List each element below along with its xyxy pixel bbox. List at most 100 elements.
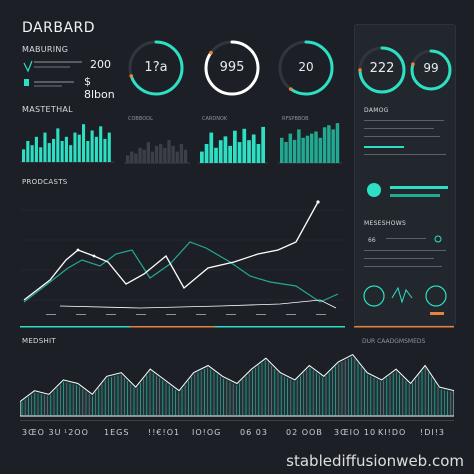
panel-c-chart [198,126,268,164]
bar [77,134,81,162]
bar [314,131,318,163]
gauge-tip [209,50,213,55]
gauge-tip [358,68,362,72]
area-series [20,353,454,417]
bar [64,136,68,162]
footer-value-7: 02 OOB [286,428,323,437]
bar [261,126,265,163]
panel-b-label: COBBOOL [128,116,153,122]
footer-value-2: ¹2OO [64,428,89,437]
bar [327,125,331,163]
gauge-5-value: 99 [423,61,439,75]
bar [159,144,163,163]
bar [200,151,204,163]
bar [318,137,323,163]
bar [183,149,188,163]
bar [86,141,90,162]
gauge-arc [278,40,334,96]
footer-value-8: 3ŒIO 10 [334,428,377,437]
gauge-tip [411,62,415,66]
bar [322,127,327,163]
bar [103,138,107,162]
status-dot [367,183,381,197]
bar [56,128,60,162]
bar [179,144,184,163]
bar [47,143,51,162]
bar [223,136,228,163]
bar [228,145,232,163]
bar [242,128,247,163]
section-label-mabring: MABURING [22,45,69,54]
panel-d-label: RFSPBBOB [282,116,309,122]
footer-value-6: 06 03 [240,428,268,437]
bar [297,129,301,163]
bar [256,144,261,163]
products-line-chart [20,200,346,315]
gauge-1-value: 1?a [144,60,168,75]
bar [233,130,237,163]
bar [146,142,150,163]
watermark: stablediffusionweb.com [286,452,464,470]
footer-value-1: 3ŒO 3U [22,428,62,437]
bar [310,133,314,163]
bar [26,141,30,162]
bar [52,138,56,162]
gauge-2: 995 [200,38,264,102]
bar [163,147,167,163]
bar [247,140,251,163]
bar [73,132,77,162]
gauge-1: 1?a [126,38,186,102]
bar [171,145,175,163]
bar [335,123,340,163]
bar [130,151,134,163]
meseshows-label: MESESHOWS [364,220,407,227]
footer-value-3: 1EGS [104,428,130,437]
right-panel-bars [364,120,448,197]
bar [134,153,138,163]
section-divider [20,326,454,328]
bar [22,149,26,162]
footer-value-5: IO!OG [192,428,222,437]
panel-c-label: CARDNOK [202,116,228,122]
bar [43,132,47,162]
panel-b-chart [124,140,190,164]
bar [107,132,111,162]
right-small-value: 66 [368,237,376,244]
bar [99,126,103,162]
bar [90,130,94,162]
bar [126,155,130,163]
bar [138,147,142,163]
kpi-icons [23,60,82,87]
bar [331,129,335,163]
bar [154,145,159,163]
bar [251,134,256,163]
bar [30,145,34,162]
gauge-4: 222 [356,44,408,100]
bar [167,140,171,163]
medshit-right-label: DUR CAADGMSMEDS [362,338,426,345]
footer-value-10: !DI!3 [420,428,446,437]
damog-label: DAMOG [364,107,389,114]
bar [280,137,284,163]
mastethal-bar-chart [20,124,114,163]
bar [237,142,242,163]
bar [34,136,38,162]
panel-d-chart [278,123,342,164]
gauge-5: 99 [408,44,454,100]
bar [69,145,73,162]
series-white-line [23,201,319,301]
bar [39,147,43,162]
series-teal-line [23,241,339,303]
bar [305,135,310,163]
footer-divider [20,420,454,421]
gauge-arc [128,40,184,96]
right-panel-lower: 66 [363,235,447,315]
bar [94,136,98,162]
products-label: PRODCASTS [22,178,68,186]
bar [218,140,223,163]
mastethal-label: MASTETHAL [22,105,73,114]
gauge-4-value: 222 [369,61,395,76]
bar [60,141,64,162]
bar [214,147,218,163]
gauge-3-value: 20 [298,60,314,74]
